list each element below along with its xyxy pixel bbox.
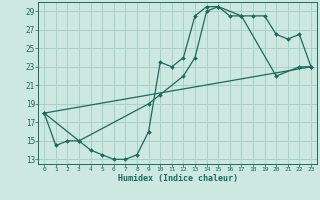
X-axis label: Humidex (Indice chaleur): Humidex (Indice chaleur) xyxy=(118,174,238,183)
